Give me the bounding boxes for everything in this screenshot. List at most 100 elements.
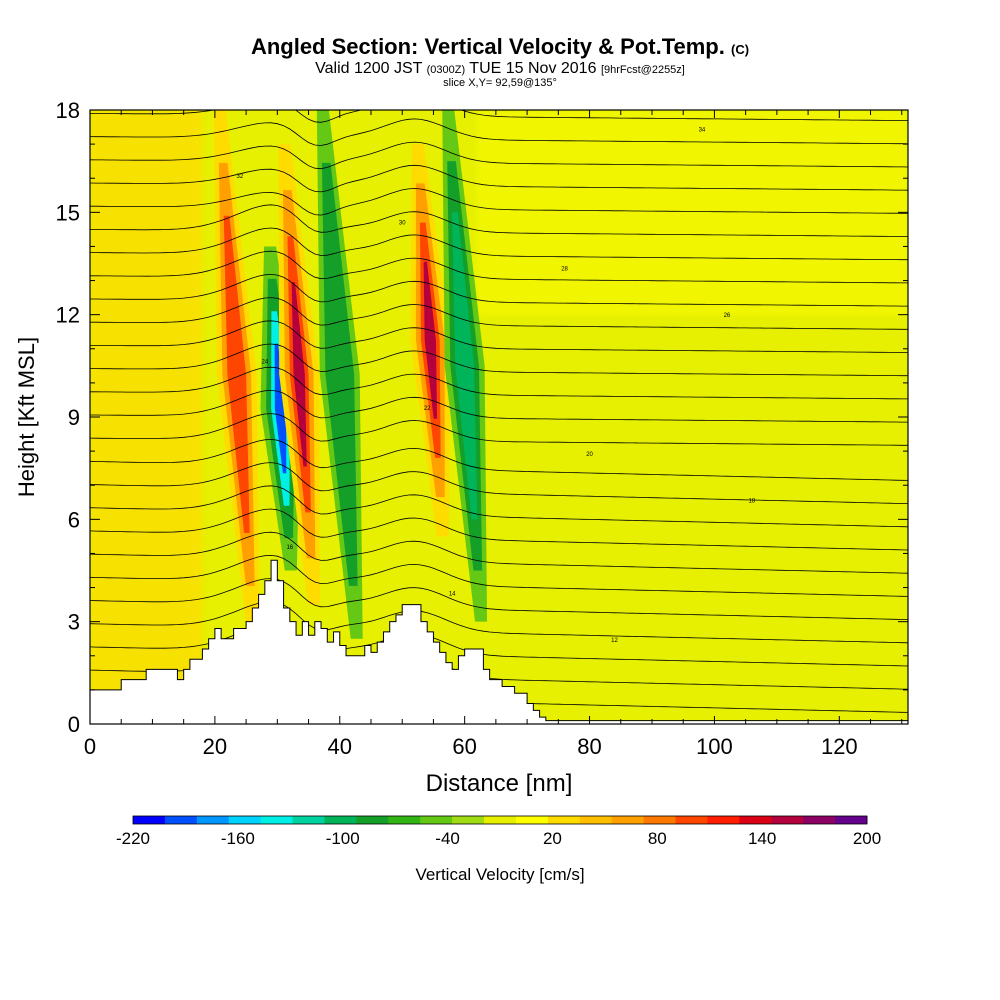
theta-contour (90, 531, 908, 574)
x-tick-label: 100 (696, 734, 733, 759)
theta-contour (90, 297, 908, 330)
theta-contour (90, 413, 908, 446)
colorbar-tick-label: -220 (116, 829, 150, 848)
theta-contour-label: 30 (399, 220, 406, 226)
y-tick-label: 0 (68, 712, 80, 737)
x-tick-label: 0 (84, 734, 96, 759)
theta-contour (90, 462, 908, 504)
colorbar-tick-label: -160 (221, 829, 255, 848)
colorbar-swatch (388, 816, 421, 824)
colorbar-swatch (611, 816, 645, 824)
colorbar-swatch (835, 816, 868, 824)
theta-contour-label: 16 (286, 545, 293, 551)
colorbar-swatch (771, 816, 804, 824)
y-tick-label: 3 (68, 610, 80, 635)
y-tick-label: 18 (56, 98, 80, 123)
theta-contour (90, 110, 908, 123)
theta-contour-label: 34 (699, 127, 706, 133)
downdraft-band (331, 268, 349, 481)
y-tick-label: 15 (56, 200, 80, 225)
colorbar-swatch (356, 816, 389, 824)
theta-contour (90, 204, 908, 237)
colorbar-tick-label: 200 (853, 829, 881, 848)
chart-subtitle: Valid 1200 JST (0300Z) TUE 15 Nov 2016 [… (0, 60, 1000, 78)
colorbar-swatch (196, 816, 230, 824)
downdraft-band (456, 263, 473, 469)
copyright-mark: (C) (731, 42, 750, 57)
colorbar-swatch (324, 816, 357, 824)
y-tick-label: 12 (56, 303, 80, 328)
colorbar-swatch (452, 816, 485, 824)
x-tick-label: 60 (452, 734, 476, 759)
theta-contour-label: 20 (586, 452, 593, 458)
colorbar-tick-label: -40 (435, 829, 460, 848)
theta-contour-label: 22 (424, 406, 431, 412)
theta-contour-label: 14 (449, 591, 456, 597)
theta-contour-label: 26 (724, 313, 731, 319)
theta-contour (90, 438, 908, 481)
theta-contour (90, 141, 908, 170)
axes: 0 20 40 60 80 100 120 0 3 6 9 12 15 18 Distance [nm] He… (14, 98, 909, 797)
x-axis-label: Distance [nm] (426, 770, 573, 797)
theta-contour (90, 508, 908, 551)
updraft-band (291, 282, 307, 467)
theta-contour (90, 601, 908, 644)
chart-title: Angled Section: Vertical Velocity & Pot.… (250, 34, 750, 59)
theta-contour (90, 485, 908, 528)
valid-utc: (0300Z) (426, 64, 466, 76)
colorbar-swatch (707, 816, 740, 824)
colorbar-swatch (547, 816, 581, 824)
colorbar-swatch (228, 816, 262, 824)
theta-contour (90, 320, 908, 353)
colorbar-swatch (164, 816, 198, 824)
x-tick-label: 20 (203, 734, 227, 759)
colorbar-frame (132, 815, 868, 825)
valid-time: Valid 1200 JST (315, 60, 423, 77)
field-region (477, 110, 908, 315)
colorbar-tick-label: 20 (543, 829, 562, 848)
colorbar-swatch (803, 816, 836, 824)
x-tick-label: 120 (821, 734, 858, 759)
x-tick-label: 40 (328, 734, 352, 759)
colorbar-label: Vertical Velocity [cm/s] (415, 865, 584, 884)
forecast-info: [9hrFcst@2255z] (600, 64, 685, 76)
terrain (90, 559, 908, 724)
colorbar-swatch (643, 816, 677, 824)
theta-contour (90, 554, 908, 597)
theta-contour (90, 624, 908, 667)
colorbar-tick-label: 140 (748, 829, 776, 848)
y-tick-label: 6 (68, 507, 80, 532)
theta-contour (90, 343, 908, 377)
theta-contour-label: 24 (261, 359, 268, 365)
colorbar-swatch (133, 816, 166, 824)
colorbar-swatch (292, 816, 325, 824)
slice-info: slice X,Y= 92,59@135° (443, 77, 557, 89)
theta-contour-label: 12 (611, 638, 618, 644)
theta-contour (90, 366, 908, 400)
theta-contour-label: 32 (237, 174, 244, 180)
colorbar: -220 -160 -100 -40 20 80 140 200 Vertical Veloci… (116, 815, 881, 884)
colorbar-swatch (484, 816, 517, 824)
colorbar-swatch (515, 816, 549, 824)
colorbar-tick-label: -100 (326, 829, 360, 848)
theta-contour (90, 227, 908, 261)
theta-contour (90, 250, 908, 284)
theta-contour (90, 389, 908, 423)
field-region (90, 110, 203, 724)
plot-area: 10121416182022242628303234 (90, 110, 908, 724)
y-axis-label: Height [Kft MSL] (14, 337, 39, 497)
colorbar-swatch (260, 816, 294, 824)
colorbar-swatch (675, 816, 708, 824)
theta-contour (90, 164, 908, 193)
colorbar-swatch (420, 816, 453, 824)
downdraft-band (274, 343, 287, 474)
x-tick-label: 80 (577, 734, 601, 759)
theta-contour (90, 578, 908, 620)
colorbar-tick-label: 80 (648, 829, 667, 848)
theta-contour (90, 273, 908, 307)
theta-contour-label: 28 (561, 267, 568, 273)
theta-contour (90, 118, 908, 146)
colorbar-swatch (739, 816, 772, 824)
updraft-band (228, 268, 246, 481)
